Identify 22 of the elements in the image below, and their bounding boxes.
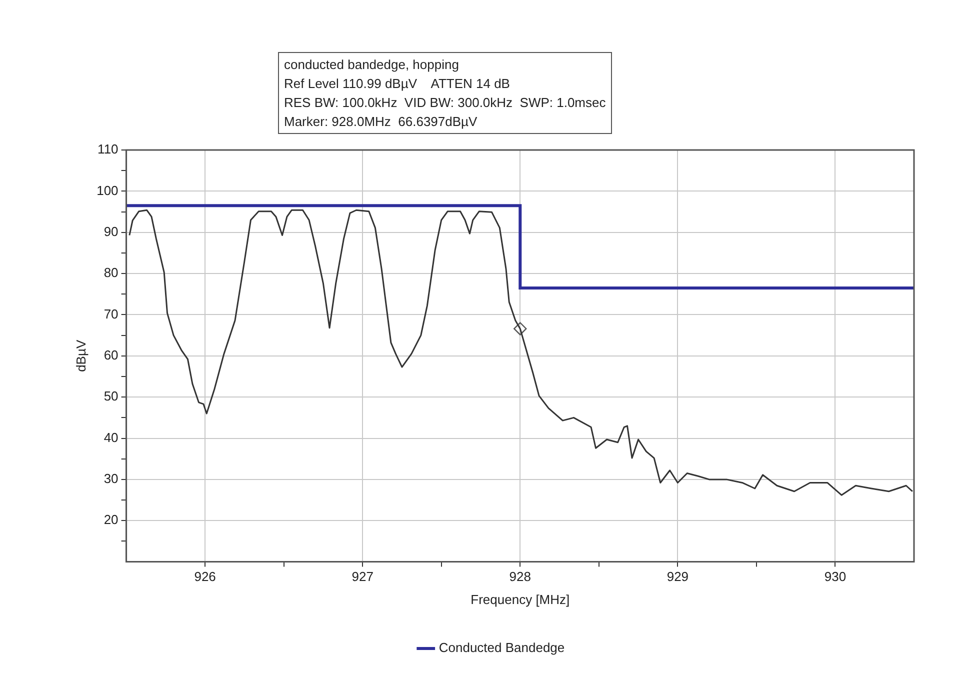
y-tick-label: 90 [104,224,118,239]
y-axis-title: dBµV [73,340,88,372]
x-tick-label: 930 [824,569,846,584]
y-tick-label: 50 [104,388,118,404]
text: Marker: 928.0MHz 66.6397dBµV [284,113,478,131]
y-tick-label: 70 [104,306,118,322]
x-tick-label: 929 [666,569,689,584]
y-tick-label: 30 [104,471,118,486]
x-axis-title: Frequency [MHz] [470,592,570,607]
x-tick-label: 927 [352,569,374,584]
y-tick-label: 40 [104,430,118,445]
y-tick-label: 100 [96,182,118,198]
text: RES BW: 100.0kHz VID BW: 300.0kHz SWP: 1.0msec [284,94,606,112]
x-tick-label: 928 [509,569,531,584]
y-tick-label: 20 [104,512,118,528]
y-tick-label: 110 [98,142,118,157]
x-tick-label: 926 [194,569,216,584]
y-tick-label: 80 [104,265,118,280]
text: Ref Level 110.99 dBµV ATTEN 14 dB [284,75,511,93]
chart-title: conducted bandedge, hopping [284,56,460,74]
y-tick-label: 60 [104,347,118,362]
legend-label: Conducted Bandedge [438,640,565,656]
